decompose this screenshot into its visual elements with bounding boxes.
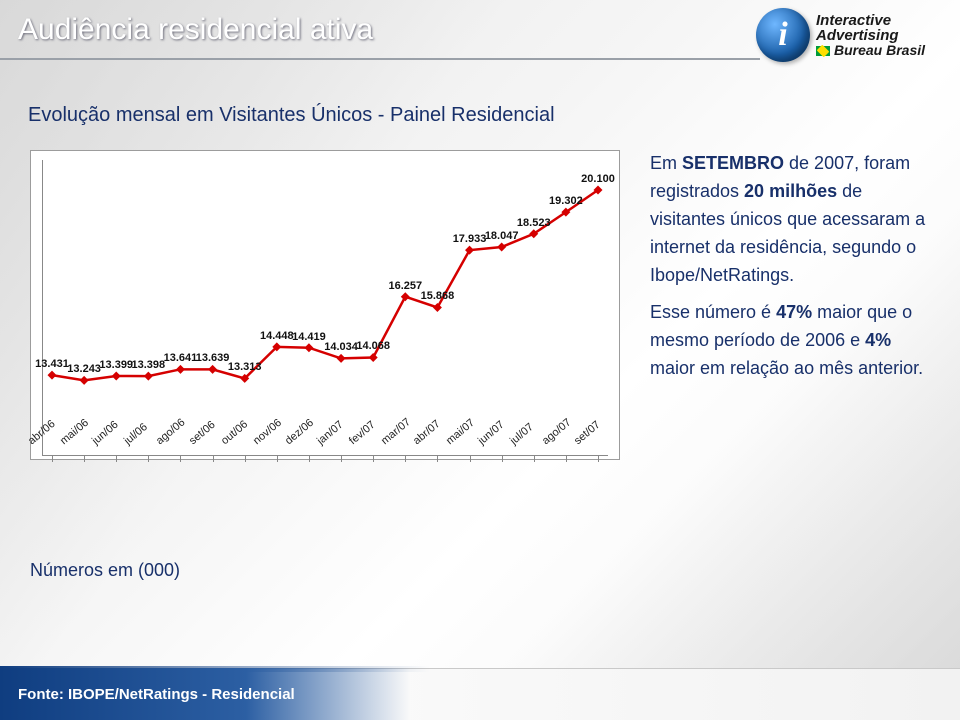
data-label: 19.302 <box>549 195 583 207</box>
commentary-block: Em SETEMBRO de 2007, foram registrados 2… <box>650 150 940 393</box>
data-label: 17.933 <box>453 233 487 245</box>
data-label: 18.047 <box>485 230 519 242</box>
data-label: 13.399 <box>99 359 133 371</box>
footer-bar: Fonte: IBOPE/NetRatings - Residencial <box>0 668 960 720</box>
chart-subtitle: Evolução mensal em Visitantes Únicos - P… <box>28 104 555 127</box>
commentary-p1: Em SETEMBRO de 2007, foram registrados 2… <box>650 150 940 289</box>
data-label: 15.868 <box>421 291 455 303</box>
footer-source: Fonte: IBOPE/NetRatings - Residencial <box>18 686 295 703</box>
data-label: 18.523 <box>517 217 551 229</box>
data-label: 13.639 <box>196 353 230 365</box>
data-label: 14.419 <box>292 331 326 343</box>
data-label: 14.068 <box>356 341 390 353</box>
page-title: Audiência residencial ativa <box>18 13 373 47</box>
iab-logo: i Interactive Advertising Bureau Brasil <box>756 4 946 66</box>
numbers-note: Números em (000) <box>30 560 180 581</box>
iab-logo-text: Interactive Advertising Bureau Brasil <box>816 13 925 57</box>
data-label: 16.257 <box>388 280 422 292</box>
data-label: 14.034 <box>324 342 358 354</box>
line-chart: 13.43113.24313.39913.39813.64113.63913.3… <box>30 150 620 510</box>
data-label: 13.641 <box>164 353 198 365</box>
brazil-flag-icon <box>816 46 830 56</box>
iab-logo-line3: Bureau Brasil <box>816 43 925 57</box>
commentary-p2: Esse número é 47% maior que o mesmo perí… <box>650 299 940 383</box>
iab-logo-line2: Advertising <box>816 28 925 43</box>
data-label: 13.398 <box>132 359 166 371</box>
iab-logo-line1: Interactive <box>816 13 925 28</box>
title-underline <box>0 58 760 60</box>
data-label: 20.100 <box>581 173 615 185</box>
data-label: 13.431 <box>35 358 69 370</box>
iab-logo-icon: i <box>756 8 810 62</box>
data-label: 13.313 <box>228 362 262 374</box>
data-label: 13.243 <box>67 364 101 376</box>
data-label: 14.448 <box>260 330 294 342</box>
